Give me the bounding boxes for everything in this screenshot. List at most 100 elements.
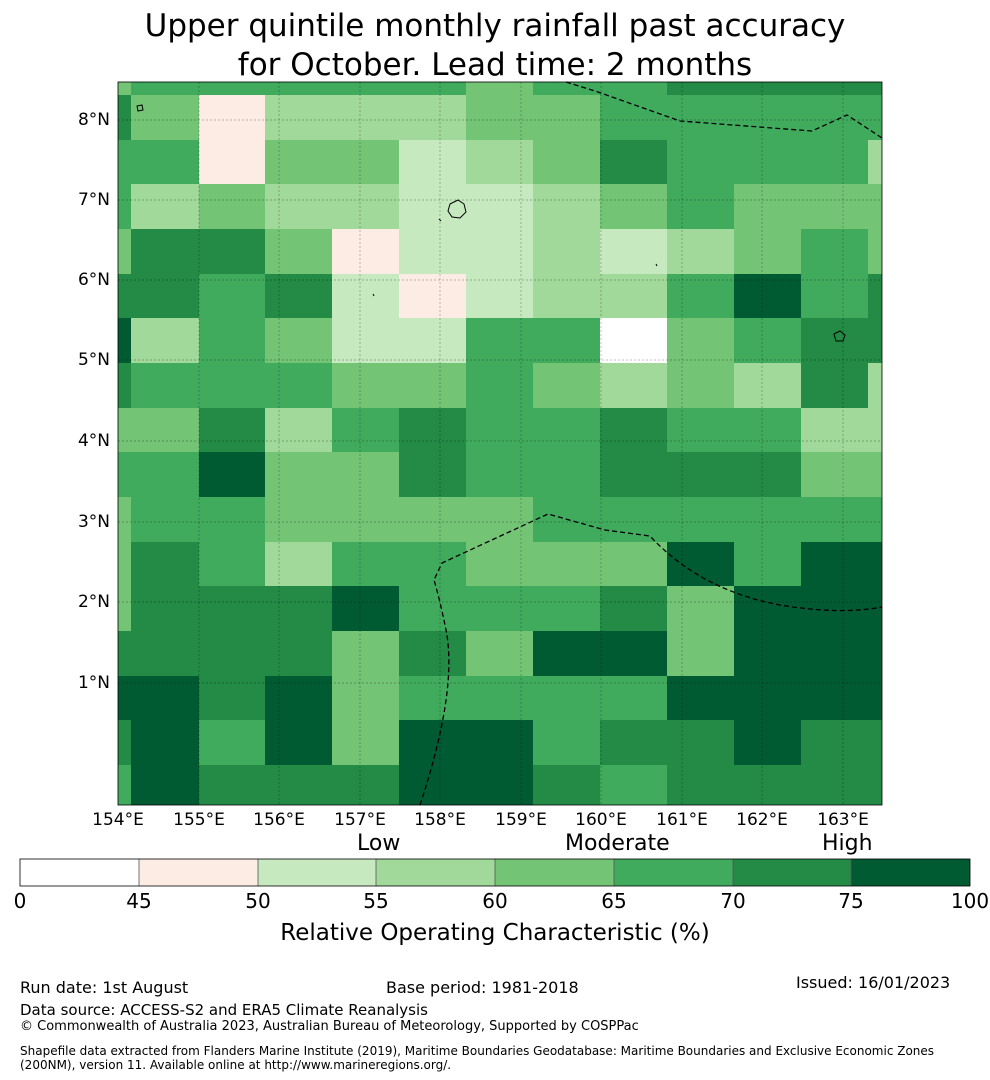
grid-cell bbox=[199, 676, 265, 720]
grid-cell bbox=[600, 229, 667, 274]
grid-cell bbox=[332, 363, 399, 408]
grid-cell bbox=[868, 542, 882, 586]
grid-cell bbox=[265, 318, 332, 363]
grid-cell bbox=[600, 95, 667, 140]
grid-cell bbox=[734, 631, 801, 676]
grid-cell bbox=[600, 452, 667, 497]
grid-cell bbox=[801, 95, 868, 140]
lon-label-159e: 159°E bbox=[495, 810, 547, 830]
grid-cell bbox=[399, 497, 466, 542]
grid-cell bbox=[199, 452, 265, 497]
lat-label-7n: 7°N bbox=[77, 190, 110, 210]
grid-cell bbox=[399, 408, 466, 452]
grid-cell bbox=[265, 408, 332, 452]
grid-cell bbox=[533, 140, 600, 184]
grid-cell bbox=[734, 318, 801, 363]
issued-date: Issued: 16/01/2023 bbox=[796, 973, 951, 992]
lon-label-160e: 160°E bbox=[575, 810, 627, 830]
grid-cell bbox=[667, 95, 734, 140]
grid-cell bbox=[118, 318, 131, 363]
grid-cell bbox=[399, 82, 466, 95]
grid-cell bbox=[600, 363, 667, 408]
grid-cells bbox=[118, 82, 882, 805]
grid-cell bbox=[466, 95, 533, 140]
grid-cell bbox=[600, 676, 667, 720]
grid-cell bbox=[734, 229, 801, 274]
category-label-high: High bbox=[822, 831, 873, 856]
grid-cell bbox=[533, 184, 600, 229]
grid-cell bbox=[667, 363, 734, 408]
grid-cell bbox=[265, 720, 332, 765]
grid-cell bbox=[332, 720, 399, 765]
colorbar-tick-50: 50 bbox=[245, 889, 271, 913]
grid-cell bbox=[131, 765, 199, 805]
islet-south bbox=[372, 293, 375, 297]
grid-cell bbox=[533, 318, 600, 363]
grid-cell bbox=[265, 542, 332, 586]
grid-cell bbox=[868, 497, 882, 542]
grid-cell bbox=[801, 363, 868, 408]
grid-cell bbox=[131, 497, 199, 542]
grid-cell bbox=[118, 274, 131, 318]
colorbar-tick-65: 65 bbox=[601, 889, 627, 913]
grid-cell bbox=[265, 140, 332, 184]
grid-cell bbox=[801, 274, 868, 318]
grid-cell bbox=[600, 765, 667, 805]
grid-cell bbox=[265, 82, 332, 95]
lon-label-162e: 162°E bbox=[736, 810, 788, 830]
grid-cell bbox=[801, 318, 868, 363]
grid-cell bbox=[801, 82, 868, 95]
grid-cell bbox=[131, 631, 199, 676]
grid-cell bbox=[118, 631, 131, 676]
lat-label-3n: 3°N bbox=[77, 512, 110, 532]
grid-cell bbox=[199, 274, 265, 318]
kosrae-island bbox=[833, 330, 846, 342]
grid-cell bbox=[466, 274, 533, 318]
grid-cell bbox=[399, 631, 466, 676]
grid-cell bbox=[533, 765, 600, 805]
atoll-north-west bbox=[136, 104, 144, 112]
grid-cell bbox=[868, 229, 882, 274]
grid-cell bbox=[533, 720, 600, 765]
grid-cell bbox=[533, 586, 600, 631]
grid-cell bbox=[466, 184, 533, 229]
grid-cell bbox=[332, 274, 399, 318]
grid-cell bbox=[801, 631, 868, 676]
grid-cell bbox=[667, 408, 734, 452]
grid-cell bbox=[600, 274, 667, 318]
colorbar-tick-75: 75 bbox=[838, 889, 864, 913]
map-gridlines bbox=[118, 82, 882, 805]
category-label-moderate: Moderate bbox=[565, 831, 670, 856]
grid-cell bbox=[600, 497, 667, 542]
grid-cell bbox=[868, 452, 882, 497]
grid-cell bbox=[265, 184, 332, 229]
grid-cell bbox=[399, 720, 466, 765]
grid-cell bbox=[399, 229, 466, 274]
grid-cell bbox=[868, 95, 882, 140]
grid-cell bbox=[332, 497, 399, 542]
data-source: Data source: ACCESS-S2 and ERA5 Climate … bbox=[20, 1001, 428, 1019]
grid-cell bbox=[734, 765, 801, 805]
grid-cell bbox=[801, 542, 868, 586]
grid-cell bbox=[118, 408, 131, 452]
grid-cell bbox=[801, 586, 868, 631]
grid-cell bbox=[118, 184, 131, 229]
grid-cell bbox=[868, 765, 882, 805]
grid-cell bbox=[118, 676, 131, 720]
grid-cell bbox=[399, 765, 466, 805]
grid-cell bbox=[399, 95, 466, 140]
grid-cell bbox=[667, 497, 734, 542]
grid-cell bbox=[332, 631, 399, 676]
lon-label-158e: 158°E bbox=[414, 810, 466, 830]
grid-cell bbox=[734, 95, 801, 140]
grid-cell bbox=[600, 184, 667, 229]
grid-cell bbox=[199, 720, 265, 765]
grid-cell bbox=[399, 542, 466, 586]
grid-cell bbox=[199, 229, 265, 274]
grid-cell bbox=[131, 452, 199, 497]
grid-cell bbox=[600, 542, 667, 586]
grid-cell bbox=[199, 318, 265, 363]
grid-cell bbox=[466, 452, 533, 497]
grid-cell bbox=[667, 184, 734, 229]
